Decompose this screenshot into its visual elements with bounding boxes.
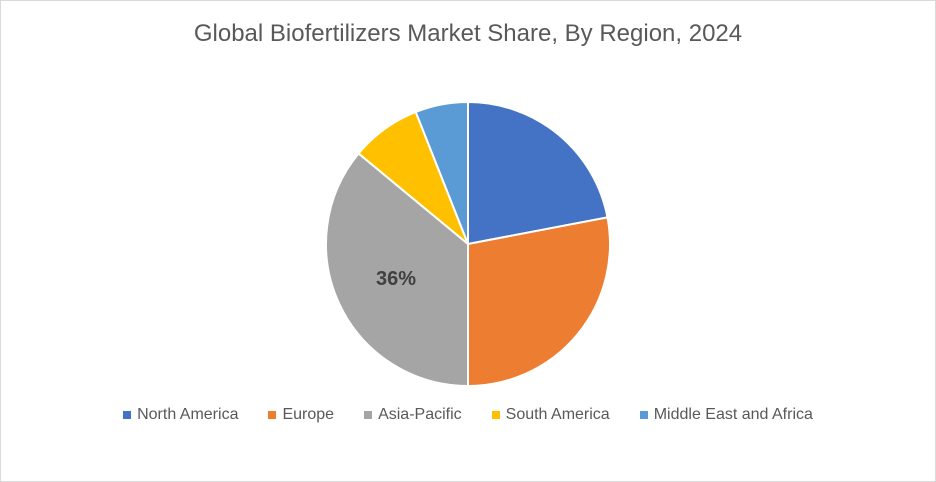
legend-label-asia-pacific: Asia-Pacific xyxy=(378,406,462,423)
pie-slice-asia-pacific xyxy=(325,152,469,388)
chart-title: Global Biofertilizers Market Share, By R… xyxy=(193,20,743,47)
legend-label-middle-east-and-africa: Middle East and Africa xyxy=(653,406,813,423)
legend-item-south-america: South America xyxy=(491,406,610,424)
pie-slice-europe xyxy=(467,216,611,388)
legend-item-north-america: North America xyxy=(123,406,238,424)
legend-swatch-middle-east-and-africa xyxy=(639,411,648,419)
pie-slices xyxy=(325,100,611,388)
legend-item-asia-pacific: Asia-Pacific xyxy=(364,406,462,424)
legend-label-south-america: South America xyxy=(505,406,610,423)
legend-swatch-asia-pacific xyxy=(364,411,373,419)
legend-swatch-north-america xyxy=(123,411,132,419)
legend-swatch-south-america xyxy=(491,411,500,419)
legend-swatch-europe xyxy=(268,411,277,419)
data-label-asia-pacific: 36% xyxy=(376,268,416,290)
legend-item-europe: Europe xyxy=(268,406,334,424)
pie-data-labels: 36% xyxy=(376,268,416,290)
pie-slice-middle-east-and-africa xyxy=(414,100,469,245)
legend-label-europe: Europe xyxy=(282,406,335,423)
pie-slice-north-america xyxy=(467,100,609,246)
legend-label-north-america: North America xyxy=(137,406,239,423)
legend-item-middle-east-and-africa: Middle East and Africa xyxy=(639,406,813,424)
chart-legend: North America Europe Asia-Pacific South Ame… xyxy=(0,406,936,424)
